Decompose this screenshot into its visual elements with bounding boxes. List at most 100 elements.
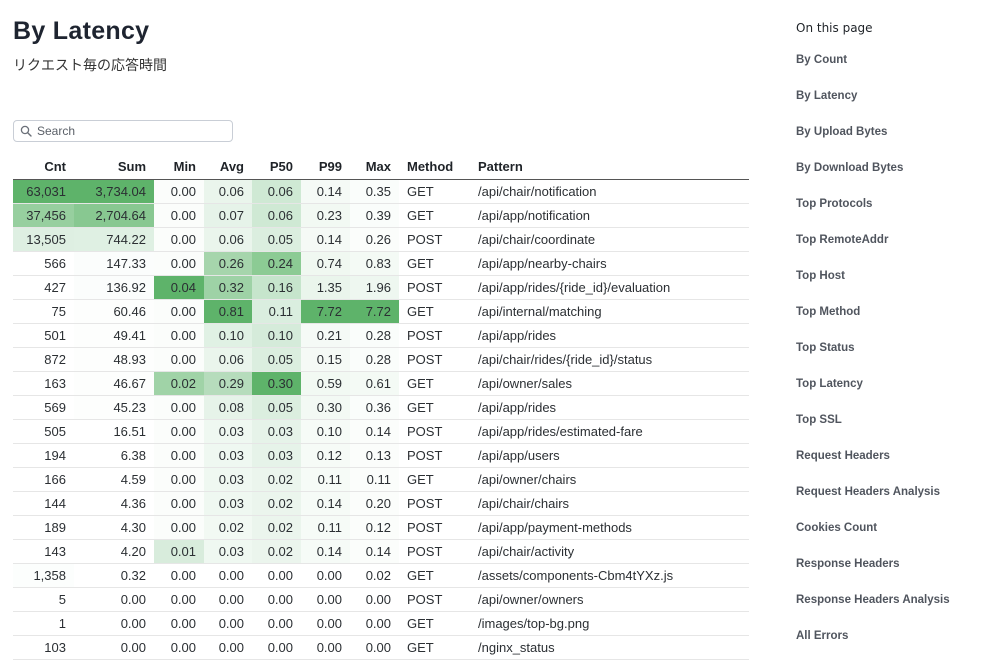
cell-cnt: 13,505 bbox=[13, 227, 74, 252]
column-header-min[interactable]: Min bbox=[154, 155, 204, 180]
toc-link-top-status[interactable]: Top Status bbox=[796, 342, 855, 354]
toc-link-response-headers[interactable]: Response Headers bbox=[796, 558, 900, 570]
toc-link-all-errors[interactable]: All Errors bbox=[796, 630, 849, 642]
table-row: 189 4.30 0.00 0.02 0.02 0.11 0.12 POST/api/app/… bbox=[13, 515, 749, 540]
toc-link-cookies-count[interactable]: Cookies Count bbox=[796, 522, 878, 534]
cell-sum: 4.36 bbox=[74, 491, 154, 516]
cell-min: 0.00 bbox=[154, 419, 204, 444]
cell-pattern: /api/owner/sales bbox=[470, 371, 749, 396]
cell-max: 0.00 bbox=[350, 635, 399, 660]
cell-pattern: /api/chair/coordinate bbox=[470, 227, 749, 252]
toc-link-by-count[interactable]: By Count bbox=[796, 54, 848, 66]
toc-link-top-latency[interactable]: Top Latency bbox=[796, 378, 863, 390]
cell-cnt: 189 bbox=[13, 515, 74, 540]
cell-p99: 0.11 bbox=[301, 467, 350, 492]
toc-link-request-headers[interactable]: Request Headers bbox=[796, 450, 890, 462]
cell-p50: 0.03 bbox=[252, 419, 301, 444]
cell-pattern: /assets/components-Cbm4tYXz.js bbox=[470, 563, 749, 588]
cell-cnt: 144 bbox=[13, 491, 74, 516]
table-row: 37,456 2,704.64 0.00 0.07 0.06 0.23 0.39 GET/ap… bbox=[13, 203, 749, 228]
column-header-p50[interactable]: P50 bbox=[252, 155, 301, 180]
toc-link-top-ssl[interactable]: Top SSL bbox=[796, 414, 842, 426]
cell-p99: 0.00 bbox=[301, 587, 350, 612]
cell-cnt: 569 bbox=[13, 395, 74, 420]
column-header-pattern[interactable]: Pattern bbox=[470, 155, 749, 180]
cell-p99: 0.00 bbox=[301, 611, 350, 636]
cell-p50: 0.10 bbox=[252, 323, 301, 348]
toc-link-by-upload-bytes[interactable]: By Upload Bytes bbox=[796, 126, 888, 138]
cell-min: 0.00 bbox=[154, 611, 204, 636]
cell-method: GET bbox=[399, 611, 470, 636]
cell-p50: 0.06 bbox=[252, 179, 301, 204]
cell-sum: 6.38 bbox=[74, 443, 154, 468]
cell-min: 0.00 bbox=[154, 395, 204, 420]
table-row: 501 49.41 0.00 0.10 0.10 0.21 0.28 POST/api/app… bbox=[13, 323, 749, 348]
search-input[interactable] bbox=[32, 124, 227, 138]
table-row: 566 147.33 0.00 0.26 0.24 0.74 0.83 GET/api/app… bbox=[13, 251, 749, 276]
toc-link-top-remoteaddr[interactable]: Top RemoteAddr bbox=[796, 234, 889, 246]
cell-pattern: /api/owner/owners bbox=[470, 587, 749, 612]
column-header-max[interactable]: Max bbox=[350, 155, 399, 180]
cell-max: 0.14 bbox=[350, 419, 399, 444]
cell-p99: 7.72 bbox=[301, 299, 350, 324]
cell-method: GET bbox=[399, 371, 470, 396]
search-box[interactable] bbox=[13, 120, 233, 142]
toc-link-response-headers-analysis[interactable]: Response Headers Analysis bbox=[796, 594, 950, 606]
cell-avg: 0.03 bbox=[204, 491, 252, 516]
cell-max: 7.72 bbox=[350, 299, 399, 324]
column-header-avg[interactable]: Avg bbox=[204, 155, 252, 180]
cell-method: POST bbox=[399, 491, 470, 516]
cell-avg: 0.06 bbox=[204, 179, 252, 204]
column-header-method[interactable]: Method bbox=[399, 155, 470, 180]
cell-pattern: /api/app/rides bbox=[470, 395, 749, 420]
toc-link-by-download-bytes[interactable]: By Download Bytes bbox=[796, 162, 904, 174]
cell-avg: 0.06 bbox=[204, 347, 252, 372]
cell-p50: 0.00 bbox=[252, 587, 301, 612]
cell-min: 0.01 bbox=[154, 539, 204, 564]
cell-min: 0.04 bbox=[154, 275, 204, 300]
cell-max: 0.02 bbox=[350, 563, 399, 588]
table-row: 427 136.92 0.04 0.32 0.16 1.35 1.96 POST/api/ap… bbox=[13, 275, 749, 300]
cell-cnt: 166 bbox=[13, 467, 74, 492]
toc-link-top-protocols[interactable]: Top Protocols bbox=[796, 198, 873, 210]
cell-method: POST bbox=[399, 323, 470, 348]
cell-max: 0.20 bbox=[350, 491, 399, 516]
cell-max: 0.61 bbox=[350, 371, 399, 396]
cell-method: POST bbox=[399, 515, 470, 540]
toc-title: On this page bbox=[796, 21, 873, 35]
cell-min: 0.00 bbox=[154, 203, 204, 228]
cell-pattern: /api/app/rides bbox=[470, 323, 749, 348]
page-title: By Latency bbox=[13, 17, 150, 45]
cell-pattern: /api/app/rides/estimated-fare bbox=[470, 419, 749, 444]
cell-method: GET bbox=[399, 635, 470, 660]
cell-sum: 0.00 bbox=[74, 587, 154, 612]
toc-link-request-headers-analysis[interactable]: Request Headers Analysis bbox=[796, 486, 941, 498]
column-header-cnt[interactable]: Cnt bbox=[13, 155, 74, 180]
cell-cnt: 566 bbox=[13, 251, 74, 276]
cell-p50: 0.00 bbox=[252, 611, 301, 636]
cell-min: 0.00 bbox=[154, 179, 204, 204]
cell-sum: 16.51 bbox=[74, 419, 154, 444]
cell-cnt: 75 bbox=[13, 299, 74, 324]
column-header-p99[interactable]: P99 bbox=[301, 155, 350, 180]
cell-p99: 0.14 bbox=[301, 227, 350, 252]
cell-method: GET bbox=[399, 467, 470, 492]
toc-link-top-method[interactable]: Top Method bbox=[796, 306, 861, 318]
cell-min: 0.00 bbox=[154, 491, 204, 516]
cell-sum: 744.22 bbox=[74, 227, 154, 252]
table-row: 144 4.36 0.00 0.03 0.02 0.14 0.20 POST/api/chai… bbox=[13, 491, 749, 516]
cell-cnt: 194 bbox=[13, 443, 74, 468]
cell-max: 0.00 bbox=[350, 587, 399, 612]
cell-cnt: 505 bbox=[13, 419, 74, 444]
column-header-sum[interactable]: Sum bbox=[74, 155, 154, 180]
cell-p50: 0.05 bbox=[252, 395, 301, 420]
cell-min: 0.00 bbox=[154, 563, 204, 588]
table-row: 143 4.20 0.01 0.03 0.02 0.14 0.14 POST/api/chai… bbox=[13, 539, 749, 564]
cell-min: 0.00 bbox=[154, 635, 204, 660]
cell-avg: 0.07 bbox=[204, 203, 252, 228]
cell-max: 0.13 bbox=[350, 443, 399, 468]
cell-p99: 0.21 bbox=[301, 323, 350, 348]
cell-method: POST bbox=[399, 539, 470, 564]
toc-link-by-latency[interactable]: By Latency bbox=[796, 90, 858, 102]
toc-link-top-host[interactable]: Top Host bbox=[796, 270, 845, 282]
